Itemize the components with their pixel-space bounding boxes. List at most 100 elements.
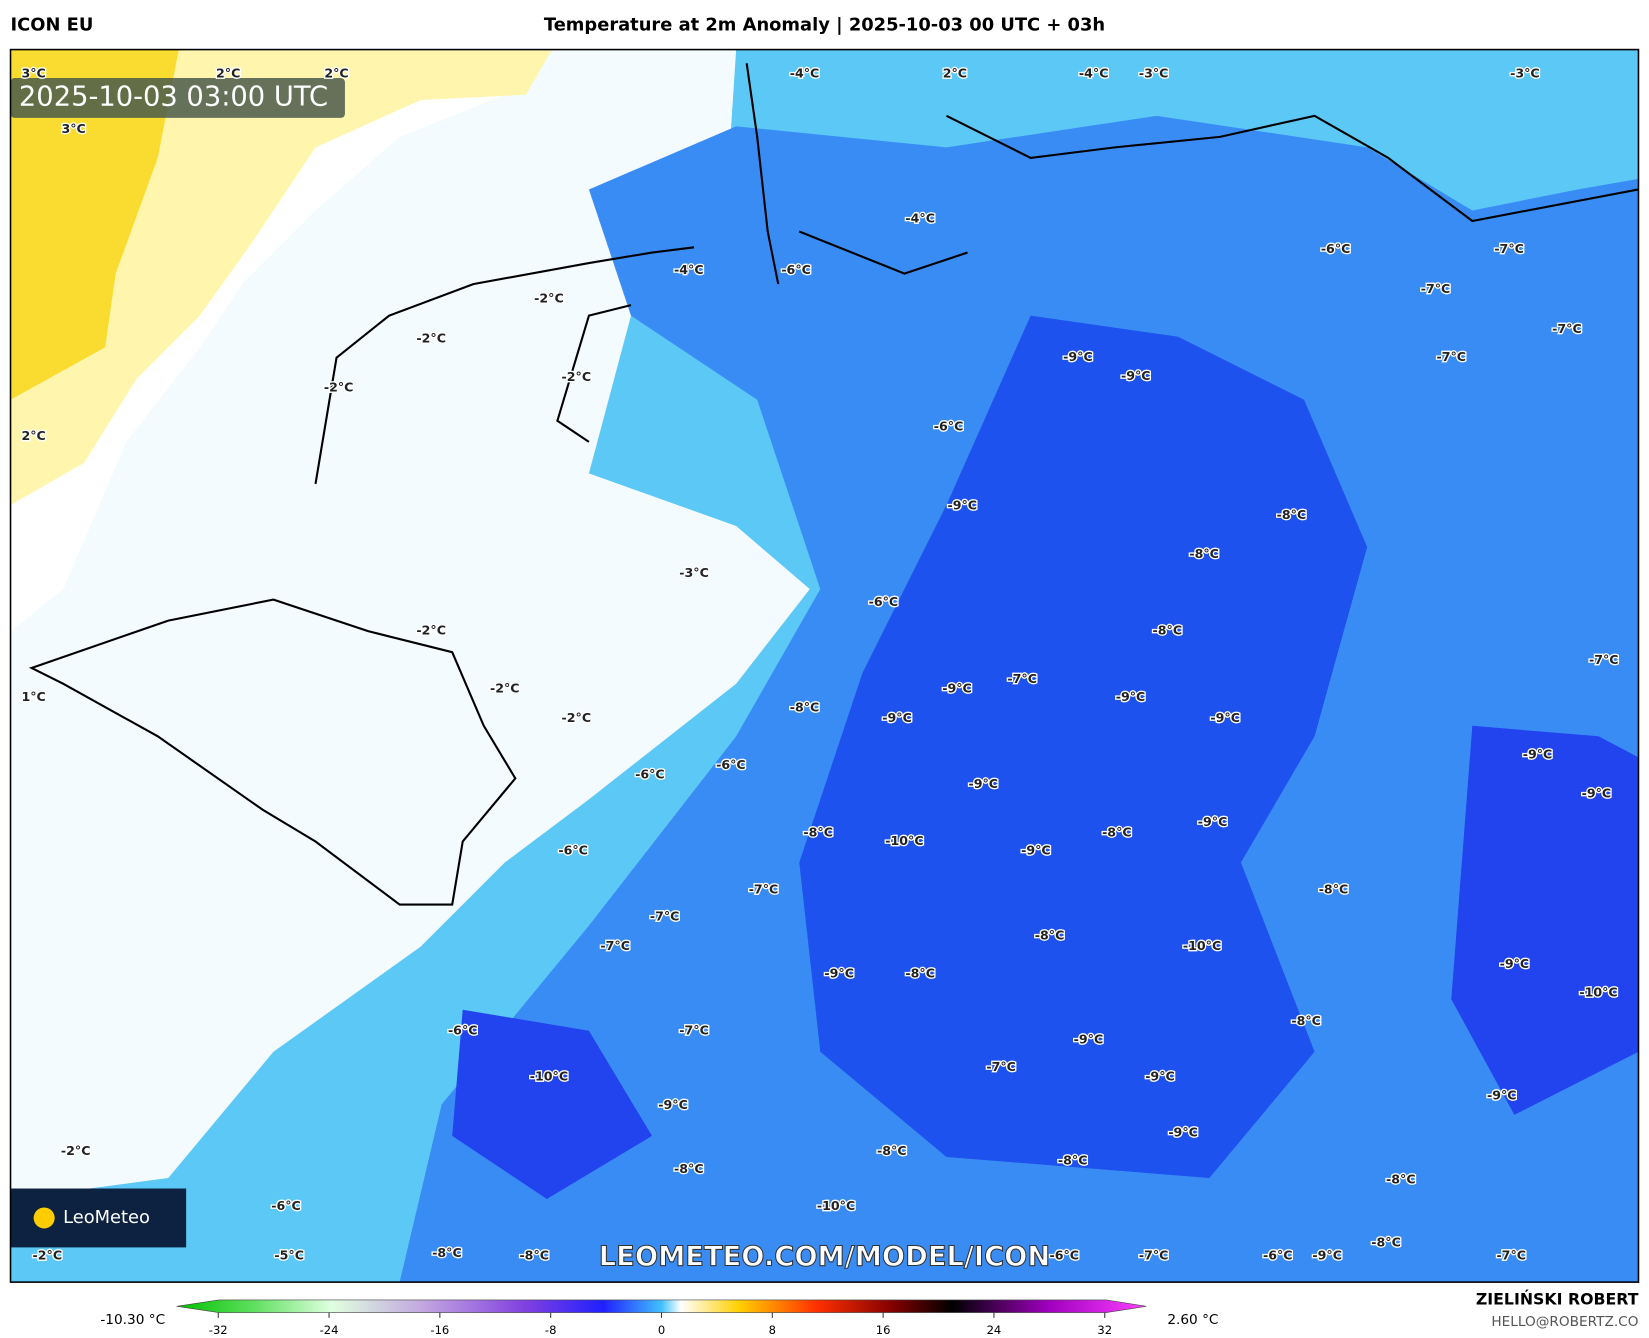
temperature-label: -9°C	[1074, 1032, 1104, 1047]
temperature-label: -8°C	[674, 1161, 704, 1176]
watermark: LEOMETEO.COM/MODEL/ICON	[599, 1241, 1050, 1272]
temperature-label: -9°C	[1500, 956, 1530, 971]
temperature-label: -9°C	[882, 710, 912, 725]
temperature-label: -2°C	[562, 369, 592, 384]
temperature-label: -6°C	[934, 419, 964, 434]
temperature-label: -4°C	[1079, 65, 1109, 80]
temperature-label: -3°C	[679, 565, 709, 580]
temperature-label: -4°C	[790, 65, 820, 80]
temperature-label: -6°C	[1321, 241, 1351, 256]
colorbar-tick-label: -32	[209, 1323, 228, 1337]
temperature-label: -2°C	[490, 680, 520, 695]
temperature-label: -8°C	[803, 825, 833, 840]
very-cold-region	[1451, 725, 1639, 1115]
temperature-label: -9°C	[1145, 1069, 1175, 1084]
temperature-label: 2°C	[21, 428, 45, 443]
temperature-label: 3°C	[61, 121, 85, 136]
temperature-label: -7°C	[600, 938, 630, 953]
temperature-label: -9°C	[824, 965, 854, 980]
colorbar-tick-label: -16	[430, 1323, 449, 1337]
author: ZIELIŃSKI ROBERT	[1476, 1289, 1639, 1308]
temperature-label: -10°C	[1183, 938, 1221, 953]
temperature-label: 2°C	[324, 65, 348, 80]
temperature-label: -2°C	[534, 290, 564, 305]
colorbar-tick-label: 32	[1097, 1323, 1112, 1337]
temperature-label: -10°C	[885, 833, 923, 848]
temperature-label: -9°C	[947, 497, 977, 512]
temperature-label: -8°C	[1386, 1172, 1416, 1187]
colorbar-max: 2.60 °C	[1167, 1312, 1218, 1328]
logo-sun	[33, 1207, 55, 1229]
temperature-label: -9°C	[1582, 786, 1612, 801]
colorbar-tick-label: 8	[769, 1323, 776, 1337]
temperature-label: -7°C	[1139, 1247, 1169, 1262]
colorbar-tick-label: 24	[987, 1323, 1002, 1337]
temperature-label: -7°C	[1552, 321, 1582, 336]
warm-region	[10, 49, 810, 1200]
colorbar-tick-label: 0	[658, 1323, 665, 1337]
temperature-label: -3°C	[1510, 65, 1540, 80]
temperature-label: -9°C	[1121, 368, 1151, 383]
colorbar-tick-label: -24	[320, 1323, 339, 1337]
temperature-label: 2°C	[943, 65, 967, 80]
temperature-label: -9°C	[1021, 842, 1051, 857]
temperature-label: -9°C	[1198, 814, 1228, 829]
temperature-label: -7°C	[986, 1059, 1016, 1074]
temperature-label: -9°C	[1523, 747, 1553, 762]
temperature-label: -8°C	[1291, 1013, 1321, 1028]
temperature-label: -9°C	[1487, 1087, 1517, 1102]
labels: 3°C 2°C 2°C 3°C -4°C 2°C -4°C -3°C -3°C -4°C -6°C -…	[20, 64, 1620, 1264]
temperature-label: -8°C	[1277, 507, 1307, 522]
temperature-label: -8°C	[905, 965, 935, 980]
colorbar-tick-label: -8	[545, 1323, 557, 1337]
temperature-label: 1°C	[21, 689, 45, 704]
temperature-label: -9°C	[1312, 1247, 1342, 1262]
temperature-label: -7°C	[1496, 1247, 1526, 1262]
temperature-label: -8°C	[790, 699, 820, 714]
colorbar-min: -10.30 °C	[100, 1312, 165, 1328]
temperature-label: -2°C	[33, 1247, 63, 1262]
coastline	[314, 246, 695, 485]
temperature-label: -7°C	[1589, 652, 1619, 667]
temperature-label: -6°C	[716, 757, 746, 772]
temperature-label: -8°C	[1035, 928, 1065, 943]
temperature-label: -2°C	[324, 380, 354, 395]
temperature-label: -8°C	[1102, 825, 1132, 840]
temperature-label: -9°C	[969, 776, 999, 791]
temperature-label: -2°C	[562, 710, 592, 725]
temperature-label: -10°C	[817, 1198, 855, 1213]
temperature-label: -9°C	[1210, 710, 1240, 725]
temperature-label: -7°C	[749, 881, 779, 896]
temperature-label: -7°C	[650, 909, 680, 924]
temperature-label: -10°C	[1579, 984, 1617, 999]
temperature-label: -7°C	[1421, 281, 1451, 296]
temperature-label: -8°C	[877, 1143, 907, 1158]
temperature-label: -10°C	[530, 1069, 568, 1084]
temperature-label: -7°C	[679, 1022, 709, 1037]
map: 2025-10-03 03:00 UTC LeoMeteo LEOMETEO.C…	[10, 49, 1639, 1283]
temperature-label: -8°C	[1371, 1235, 1401, 1250]
temperature-label: 2°C	[216, 65, 240, 80]
temperature-label: -7°C	[1494, 241, 1524, 256]
temperature-label: 3°C	[21, 65, 45, 80]
temperature-label: -6°C	[271, 1198, 301, 1213]
very-cold-region	[452, 1009, 653, 1200]
temperature-label: -3°C	[1139, 65, 1169, 80]
temperature-label: -8°C	[1319, 881, 1349, 896]
temperature-label: -9°C	[1168, 1124, 1198, 1139]
temperature-label: -2°C	[416, 330, 446, 345]
temperature-label: -8°C	[519, 1247, 549, 1262]
map-title: Temperature at 2m Anomaly | 2025-10-03 0…	[544, 14, 1105, 35]
temperature-label: -6°C	[558, 842, 588, 857]
temperature-label: -8°C	[1058, 1153, 1088, 1168]
temperature-label: -2°C	[416, 623, 446, 638]
temperature-label: -7°C	[1436, 349, 1466, 364]
colorbar-tick-label: 16	[876, 1323, 891, 1337]
coastline	[745, 63, 1639, 285]
temperature-label: -4°C	[905, 210, 935, 225]
temperature-label: -9°C	[658, 1097, 688, 1112]
temperature-label: -2°C	[61, 1143, 91, 1158]
temperature-label: -8°C	[1153, 623, 1183, 638]
